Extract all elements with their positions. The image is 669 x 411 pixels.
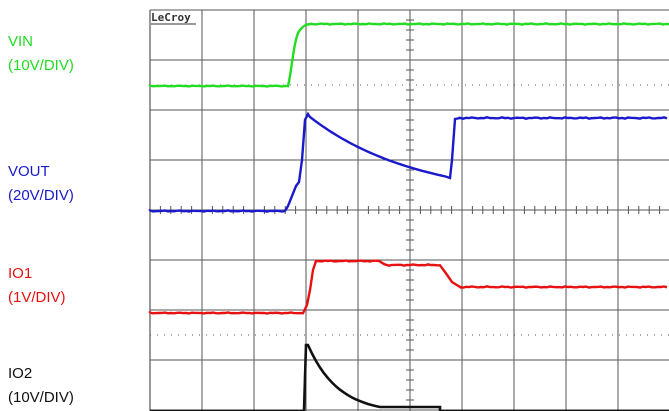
lecroy-logo: LeCroy	[151, 11, 191, 24]
vout-name: VOUT	[8, 163, 50, 180]
io2-name: IO2	[8, 365, 33, 382]
io2-scale: (10V/DIV)	[8, 389, 74, 406]
vin-trace	[148, 22, 669, 88]
vout-scale: (20V/DIV)	[8, 187, 74, 204]
vin-label: VIN (10V/DIV)	[8, 30, 74, 78]
io1-label: IO1 (1V/DIV)	[8, 262, 66, 310]
io1-trace	[148, 259, 668, 315]
vout-label: VOUT (20V/DIV)	[8, 160, 74, 208]
io2-label: IO2 (10V/DIV)	[8, 362, 74, 410]
io1-name: IO1	[8, 265, 33, 282]
io2-trace	[150, 343, 669, 411]
io1-scale: (1V/DIV)	[8, 289, 66, 306]
vin-name: VIN	[8, 33, 34, 50]
vout-trace	[148, 111, 668, 213]
vin-scale: (10V/DIV)	[8, 57, 74, 74]
